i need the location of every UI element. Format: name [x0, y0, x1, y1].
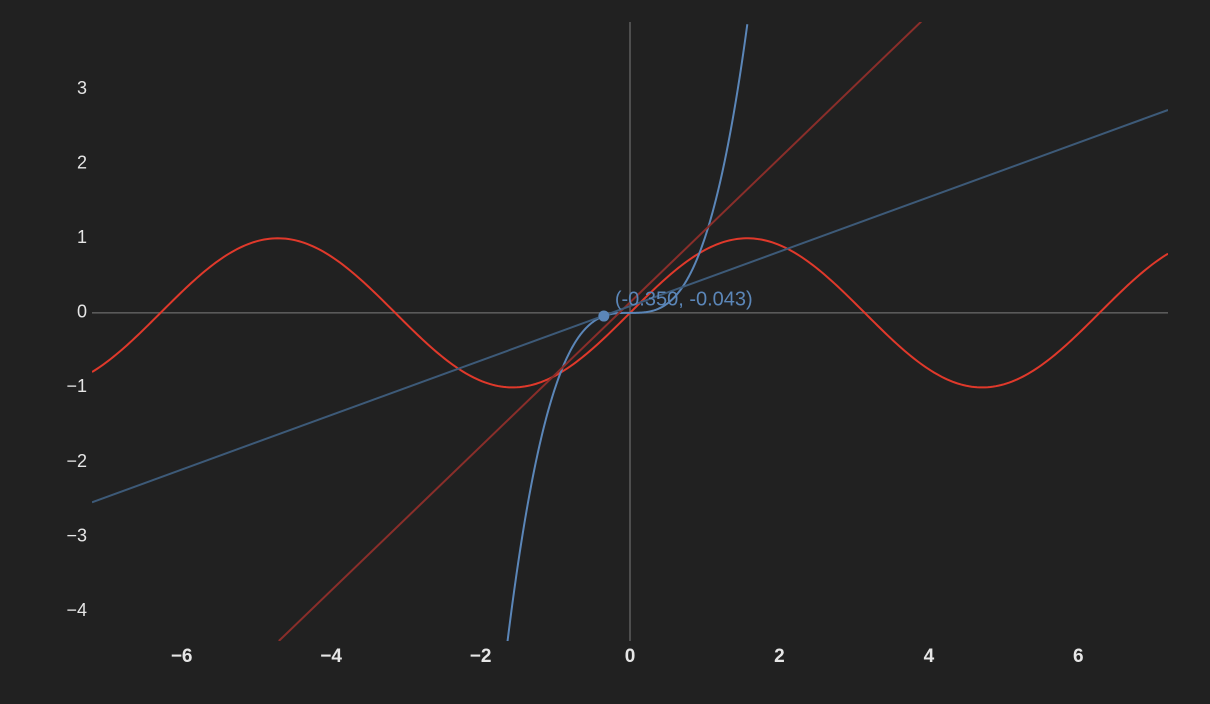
x-tick-label: 6	[1073, 646, 1084, 667]
tangent-line-slope-0-37	[92, 109, 1168, 504]
y-tick-label: 2	[77, 152, 87, 172]
y-tick-label: −1	[66, 376, 87, 396]
highlight-point-label: (-0.350, -0.043)	[615, 288, 753, 310]
y-tick-label: 1	[77, 227, 87, 247]
cubic-curve	[506, 24, 749, 641]
x-tick-label: 4	[924, 646, 935, 667]
highlight-layer: (-0.350, -0.043)	[598, 288, 753, 322]
x-tick-label: 0	[625, 646, 636, 667]
y-tick-label: −3	[66, 525, 87, 545]
x-tick-label: −4	[320, 646, 342, 667]
tick-labels: −6 −4 −2 0 2 4 6 3 2 1 0 −1 −2 −3 −4	[66, 78, 1083, 667]
x-tick-label: −6	[171, 646, 193, 667]
y-tick-label: −2	[66, 451, 87, 471]
y-tick-label: 0	[77, 302, 87, 322]
series-layer	[92, 22, 1168, 641]
highlight-point-marker[interactable]	[598, 310, 610, 322]
x-tick-label: −2	[470, 646, 492, 667]
y-tick-label: 3	[77, 78, 87, 98]
tangent-line-slope-1	[278, 22, 923, 641]
y-tick-label: −4	[66, 600, 87, 620]
x-tick-label: 2	[774, 646, 785, 667]
axes	[92, 22, 1168, 641]
